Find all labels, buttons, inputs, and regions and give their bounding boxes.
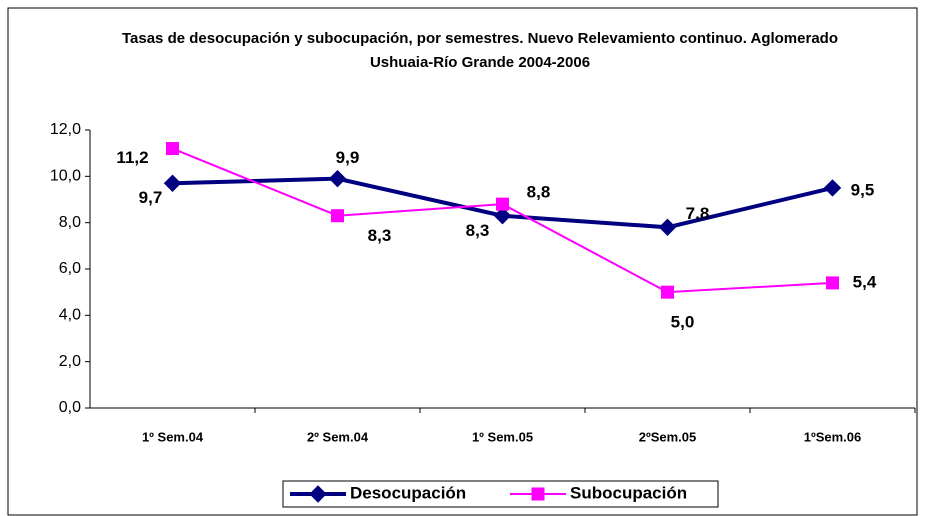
legend-box (282, 480, 719, 508)
data-point (331, 209, 344, 223)
x-tick-label: 1º Sem.05 (472, 429, 533, 444)
x-tick-label: 2ºSem.05 (639, 429, 697, 444)
y-tick-label: 10,0 (50, 168, 81, 185)
data-label: 8,3 (368, 226, 392, 245)
data-label: 9,9 (336, 148, 360, 167)
y-tick-label: 2,0 (59, 353, 81, 370)
data-label: 8,8 (527, 183, 551, 202)
y-tick-label: 12,0 (50, 121, 81, 138)
data-point (658, 218, 677, 237)
data-label: 5,4 (853, 272, 877, 291)
y-tick-label: 0,0 (59, 399, 81, 416)
x-tick-label: 2º Sem.04 (307, 429, 369, 444)
legend-label: Subocupación (570, 483, 687, 502)
legend-marker (531, 487, 545, 501)
data-label: 9,7 (139, 188, 163, 207)
data-label: 8,3 (466, 221, 490, 240)
x-tick-label: 1º Sem.04 (142, 429, 204, 444)
data-point (166, 142, 179, 156)
data-point (163, 174, 182, 192)
legend-label: Desocupación (350, 483, 466, 502)
data-label: 11,2 (116, 148, 148, 167)
data-point (661, 285, 674, 299)
data-label: 9,5 (851, 180, 875, 199)
data-point (823, 179, 842, 197)
data-label: 5,0 (671, 313, 695, 332)
data-point (493, 207, 512, 225)
y-tick-label: 6,0 (59, 260, 81, 277)
legend-marker (309, 485, 327, 503)
data-point (826, 276, 839, 290)
x-tick-label: 1ºSem.06 (804, 429, 862, 444)
chart-title: Tasas de desocupación y subocupación, po… (121, 30, 838, 71)
y-tick-label: 4,0 (59, 307, 81, 324)
data-point (496, 197, 509, 211)
y-tick-label: 8,0 (59, 214, 81, 231)
data-label: 7,8 (686, 204, 710, 223)
chart-frame (7, 7, 918, 516)
data-point (328, 169, 347, 188)
